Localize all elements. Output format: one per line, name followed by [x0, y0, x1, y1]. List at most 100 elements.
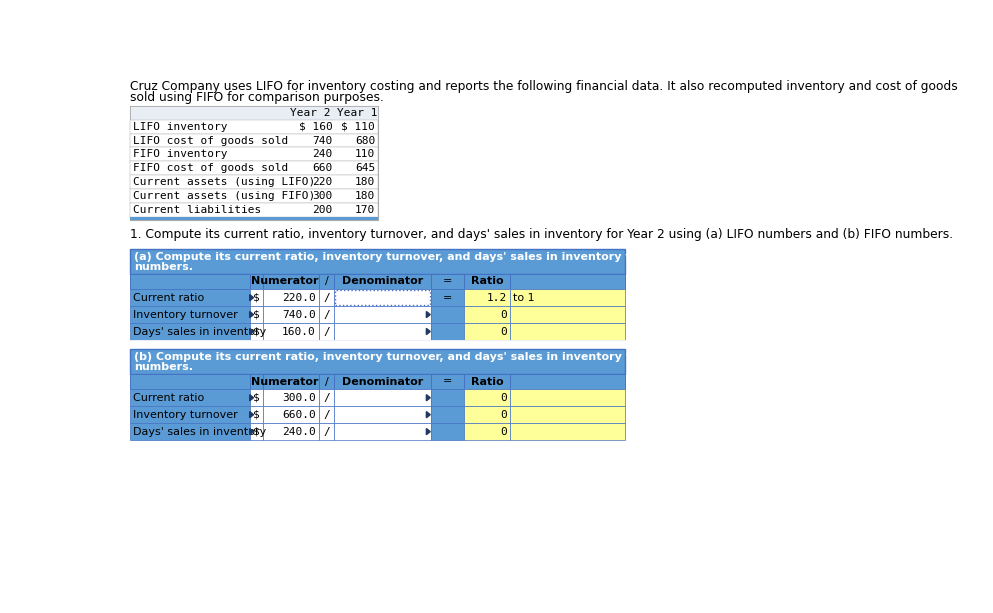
Text: 0: 0 — [500, 393, 507, 403]
Text: Current ratio: Current ratio — [133, 393, 205, 403]
Text: =: = — [443, 292, 452, 303]
Text: FIFO inventory: FIFO inventory — [133, 150, 227, 159]
Bar — [250, 374, 263, 389]
Bar — [130, 374, 250, 389]
Text: /: / — [323, 327, 330, 337]
Text: 180: 180 — [355, 177, 375, 187]
Bar — [431, 423, 464, 440]
Text: FIFO cost of goods sold: FIFO cost of goods sold — [133, 163, 288, 173]
Bar — [319, 274, 335, 289]
Bar — [431, 289, 464, 306]
Bar — [319, 306, 335, 323]
Text: sold using FIFO for comparison purposes.: sold using FIFO for comparison purposes. — [130, 91, 384, 104]
Bar — [130, 175, 378, 189]
Bar — [130, 340, 625, 349]
Bar — [130, 349, 625, 374]
Text: /: / — [323, 393, 330, 403]
Text: 170: 170 — [355, 205, 375, 215]
Text: (b) Compute its current ratio, inventory turnover, and days' sales in inventory : (b) Compute its current ratio, inventory… — [134, 352, 758, 362]
Bar — [130, 120, 378, 134]
Bar — [130, 106, 378, 220]
Bar — [464, 323, 510, 340]
Bar — [319, 406, 335, 423]
Bar — [335, 406, 431, 423]
Text: 220: 220 — [313, 177, 333, 187]
Bar — [464, 374, 510, 389]
Text: 680: 680 — [355, 135, 375, 145]
Bar — [335, 289, 431, 306]
Text: 300: 300 — [313, 191, 333, 201]
Text: $: $ — [253, 427, 260, 436]
Bar — [335, 389, 431, 406]
Bar — [130, 406, 250, 423]
Text: Denominator: Denominator — [342, 276, 423, 286]
Bar — [464, 423, 510, 440]
Text: 0: 0 — [500, 310, 507, 319]
Bar — [263, 406, 319, 423]
Bar — [464, 389, 510, 406]
Bar — [319, 289, 335, 306]
Text: 0: 0 — [500, 427, 507, 436]
Bar — [130, 189, 378, 203]
Polygon shape — [249, 295, 253, 301]
Text: =: = — [443, 376, 452, 387]
Text: 1.2: 1.2 — [487, 292, 507, 303]
Bar — [250, 274, 263, 289]
Bar — [250, 406, 263, 423]
Text: =: = — [443, 276, 452, 286]
Bar — [335, 274, 431, 289]
Bar — [130, 134, 378, 148]
Bar — [130, 217, 378, 220]
Text: 660: 660 — [313, 163, 333, 173]
Bar — [130, 274, 250, 289]
Bar — [510, 389, 625, 406]
Text: Current liabilities: Current liabilities — [133, 205, 261, 215]
Bar — [319, 323, 335, 340]
Bar — [431, 374, 464, 389]
Text: Inventory turnover: Inventory turnover — [133, 310, 238, 319]
Polygon shape — [249, 428, 253, 435]
Bar — [263, 374, 319, 389]
Text: Current ratio: Current ratio — [133, 292, 205, 303]
Bar — [431, 323, 464, 340]
Polygon shape — [426, 329, 430, 335]
Bar — [130, 306, 250, 323]
Text: /: / — [323, 310, 330, 319]
Bar — [263, 306, 319, 323]
Bar — [510, 274, 625, 289]
Text: Year 2: Year 2 — [290, 108, 331, 118]
Text: Cruz Company uses LIFO for inventory costing and reports the following financial: Cruz Company uses LIFO for inventory cos… — [130, 80, 958, 93]
Bar — [250, 289, 263, 306]
Bar — [510, 406, 625, 423]
Bar — [510, 423, 625, 440]
Text: Numerator: Numerator — [251, 276, 319, 286]
Text: /: / — [323, 427, 330, 436]
Polygon shape — [426, 428, 430, 435]
Text: $ 160: $ 160 — [299, 122, 333, 132]
Text: 220.0: 220.0 — [282, 292, 316, 303]
Text: 740.0: 740.0 — [282, 310, 316, 319]
Text: Numerator: Numerator — [251, 376, 319, 387]
Text: (a) Compute its current ratio, inventory turnover, and days' sales in inventory : (a) Compute its current ratio, inventory… — [134, 252, 757, 262]
Bar — [431, 306, 464, 323]
Bar — [319, 374, 335, 389]
Text: 0: 0 — [500, 327, 507, 337]
Bar — [130, 423, 250, 440]
Text: to 1: to 1 — [513, 292, 535, 303]
Bar — [510, 306, 625, 323]
Text: /: / — [323, 409, 330, 420]
Bar — [319, 423, 335, 440]
Polygon shape — [426, 395, 430, 401]
Bar — [250, 323, 263, 340]
Text: numbers.: numbers. — [134, 262, 194, 272]
Polygon shape — [249, 395, 253, 401]
Bar — [130, 148, 378, 161]
Text: 110: 110 — [355, 150, 375, 159]
Text: $: $ — [253, 393, 260, 403]
Bar — [464, 274, 510, 289]
Bar — [335, 423, 431, 440]
Text: 200: 200 — [313, 205, 333, 215]
Text: /: / — [325, 376, 329, 387]
Bar — [130, 161, 378, 175]
Text: Current assets (using LIFO): Current assets (using LIFO) — [133, 177, 315, 187]
